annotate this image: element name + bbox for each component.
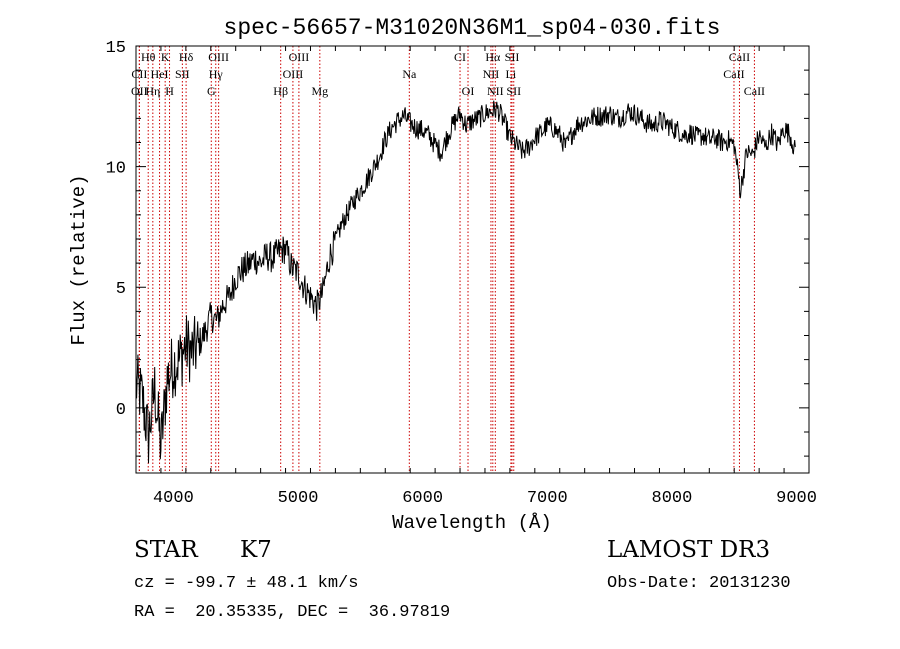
x-tick-label: 9000: [776, 489, 817, 508]
line-marker-label: Na: [402, 67, 417, 81]
line-marker-label: OI: [462, 84, 475, 98]
x-tick-label: 6000: [402, 489, 443, 508]
line-marker-label: Hγ: [209, 67, 224, 81]
spectral-line-labels: Hθ K Hδ OIII OIII CI Hα SII CaII CII HeI SII Hγ OIII N…: [131, 50, 765, 98]
line-marker-label: SII: [506, 84, 521, 98]
line-marker-label: Hθ: [141, 50, 156, 64]
line-marker-label: CaII: [723, 67, 744, 81]
line-marker-label: Li: [506, 67, 517, 81]
observation-date: Obs-Date: 20131230: [607, 574, 791, 593]
line-marker-label: OII: [131, 84, 148, 98]
line-marker-label: CaII: [729, 50, 750, 64]
spectral-line-markers: [138, 46, 755, 473]
line-marker-label: OIII: [289, 50, 310, 64]
y-axis-label: Flux (relative): [68, 174, 90, 345]
redshift-velocity: cz = -99.7 ± 48.1 km/s: [134, 574, 359, 593]
spectrum-line: [135, 100, 796, 464]
line-marker-label: SII: [505, 50, 520, 64]
x-axis: 4000 5000 6000 7000 8000 9000: [135, 46, 817, 508]
line-marker-label: Hβ: [273, 84, 288, 98]
y-tick-label: 0: [116, 401, 126, 420]
y-tick-label: 5: [116, 280, 126, 299]
line-marker-label: Mg: [311, 84, 328, 98]
line-marker-label: OIII: [283, 67, 304, 81]
line-marker-label: CaII: [744, 84, 765, 98]
line-marker-label: HeI: [151, 67, 169, 81]
line-marker-label: K: [161, 50, 170, 64]
object-type: STAR: [134, 537, 198, 563]
x-tick-label: 4000: [153, 489, 194, 508]
coordinates: RA = 20.35335, DEC = 36.97819: [134, 603, 451, 622]
y-axis: 0 5 10 15: [106, 39, 809, 457]
line-marker-label: NII: [483, 67, 500, 81]
line-marker-label: Hα: [485, 50, 501, 64]
chart-title: spec-56657-M31020N36M1_sp04-030.fits: [224, 15, 721, 41]
line-marker-label: OIII: [208, 50, 229, 64]
line-marker-label: G: [207, 84, 216, 98]
line-marker-label: Hη: [145, 84, 160, 98]
line-marker-label: CI: [454, 50, 466, 64]
plot-frame: [135, 45, 810, 474]
line-marker-label: CII: [131, 67, 147, 81]
line-marker-label: SII: [175, 67, 190, 81]
survey-name: LAMOST DR3: [607, 537, 771, 563]
x-tick-label: 7000: [527, 489, 568, 508]
line-marker-label: H: [165, 84, 174, 98]
y-tick-label: 10: [106, 160, 126, 179]
y-tick-label: 15: [106, 39, 126, 58]
subclass: K7: [240, 537, 272, 563]
line-marker-label: Hδ: [179, 50, 194, 64]
x-axis-label: Wavelength (Å): [392, 512, 552, 534]
x-tick-label: 5000: [278, 489, 319, 508]
line-marker-label: NII: [487, 84, 504, 98]
x-tick-label: 8000: [652, 489, 693, 508]
